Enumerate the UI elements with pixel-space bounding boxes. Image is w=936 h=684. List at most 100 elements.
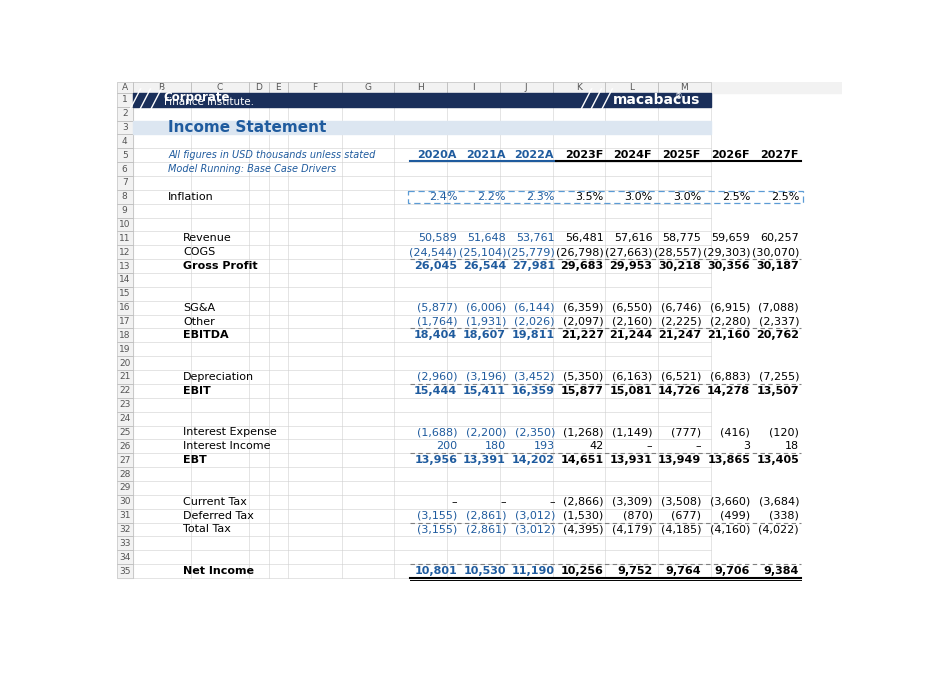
Text: (7,255): (7,255) [758,372,799,382]
Bar [117,148,133,162]
Text: (2,861): (2,861) [465,525,506,534]
Text: 2026F: 2026F [711,150,750,160]
Text: 21,247: 21,247 [658,330,701,341]
Text: 200: 200 [436,441,457,451]
Bar [249,82,269,93]
Text: 31: 31 [119,511,130,520]
Text: 18: 18 [785,441,799,451]
Text: (2,280): (2,280) [709,317,750,326]
Bar [133,82,191,93]
Text: 5: 5 [122,150,127,160]
Text: 24: 24 [119,414,130,423]
Text: 14,202: 14,202 [512,455,555,465]
Text: 10,256: 10,256 [561,566,604,576]
Text: (1,764): (1,764) [417,317,457,326]
Bar [117,107,133,120]
Text: 19: 19 [119,345,130,354]
Text: M: M [680,83,688,92]
Text: ®: ® [675,92,682,101]
Text: 3: 3 [743,441,750,451]
Text: 42: 42 [590,441,604,451]
Text: 4: 4 [122,137,127,146]
Text: 27: 27 [119,456,130,464]
Bar [500,82,552,93]
Text: 29: 29 [119,484,130,492]
Text: (6,359): (6,359) [563,303,604,313]
Text: (25,104): (25,104) [459,247,506,257]
Bar [117,82,842,93]
Bar [117,523,133,536]
Text: 29,683: 29,683 [561,261,604,271]
Text: 9,764: 9,764 [665,566,701,576]
Text: ╱╱╱: ╱╱╱ [581,90,614,110]
Bar [117,315,133,328]
Text: 2020A: 2020A [417,150,457,160]
Bar [117,301,133,315]
Text: 9,752: 9,752 [617,566,652,576]
Text: 2024F: 2024F [613,150,651,160]
Bar [447,82,500,93]
Bar [117,384,133,398]
Text: K: K [576,83,582,92]
Bar [117,356,133,370]
Bar [117,564,133,578]
Text: 7: 7 [122,179,127,187]
Text: I: I [472,83,475,92]
Text: 15,081: 15,081 [609,386,652,396]
Text: All figures in USD thousands unless stated: All figures in USD thousands unless stat… [168,150,375,160]
Text: (3,155): (3,155) [417,525,457,534]
Text: 50,589: 50,589 [418,233,457,244]
Text: (2,350): (2,350) [515,428,555,438]
Text: 14: 14 [119,276,130,285]
Text: 57,616: 57,616 [614,233,652,244]
Text: 59,659: 59,659 [711,233,750,244]
Text: 8: 8 [122,192,127,201]
Text: 21,227: 21,227 [561,330,604,341]
Text: A: A [122,83,128,92]
Bar [117,536,133,550]
Text: 3.0%: 3.0% [624,192,652,202]
Text: –: – [647,441,652,451]
Text: macabacus: macabacus [613,93,700,107]
Text: (1,688): (1,688) [417,428,457,438]
Text: (3,155): (3,155) [417,510,457,521]
Text: 23: 23 [119,400,130,409]
Bar [117,190,133,204]
Text: 22: 22 [119,386,130,395]
Text: –: – [695,441,701,451]
Text: (4,022): (4,022) [758,525,799,534]
Text: Corporate: Corporate [164,92,230,105]
Bar [117,162,133,176]
Bar [117,467,133,481]
Text: Model Running: Base Case Drivers: Model Running: Base Case Drivers [168,164,336,174]
Text: (1,149): (1,149) [612,428,652,438]
Bar [117,287,133,301]
Text: Interest Income: Interest Income [183,441,271,451]
Bar [117,176,133,190]
Text: 15,877: 15,877 [561,386,604,396]
Bar [117,453,133,467]
Text: Depreciation: Depreciation [183,372,254,382]
Text: 26,045: 26,045 [415,261,457,271]
Text: 2.5%: 2.5% [770,192,799,202]
Text: Income Statement: Income Statement [168,120,327,135]
Bar [117,135,133,148]
Text: 13,507: 13,507 [756,386,799,396]
Bar [269,82,287,93]
Bar [117,453,133,467]
Bar [117,246,133,259]
Text: (5,877): (5,877) [417,303,457,313]
Text: (2,225): (2,225) [661,317,701,326]
Bar [117,328,133,342]
Text: 13,391: 13,391 [463,455,506,465]
Bar [342,82,394,93]
Text: 13,405: 13,405 [756,455,799,465]
Bar [117,439,133,453]
Bar [117,439,133,453]
Text: (416): (416) [721,428,750,438]
Text: Net Income: Net Income [183,566,254,576]
Text: C: C [216,83,223,92]
Bar [117,218,133,231]
Text: (3,196): (3,196) [466,372,506,382]
Bar [117,412,133,425]
